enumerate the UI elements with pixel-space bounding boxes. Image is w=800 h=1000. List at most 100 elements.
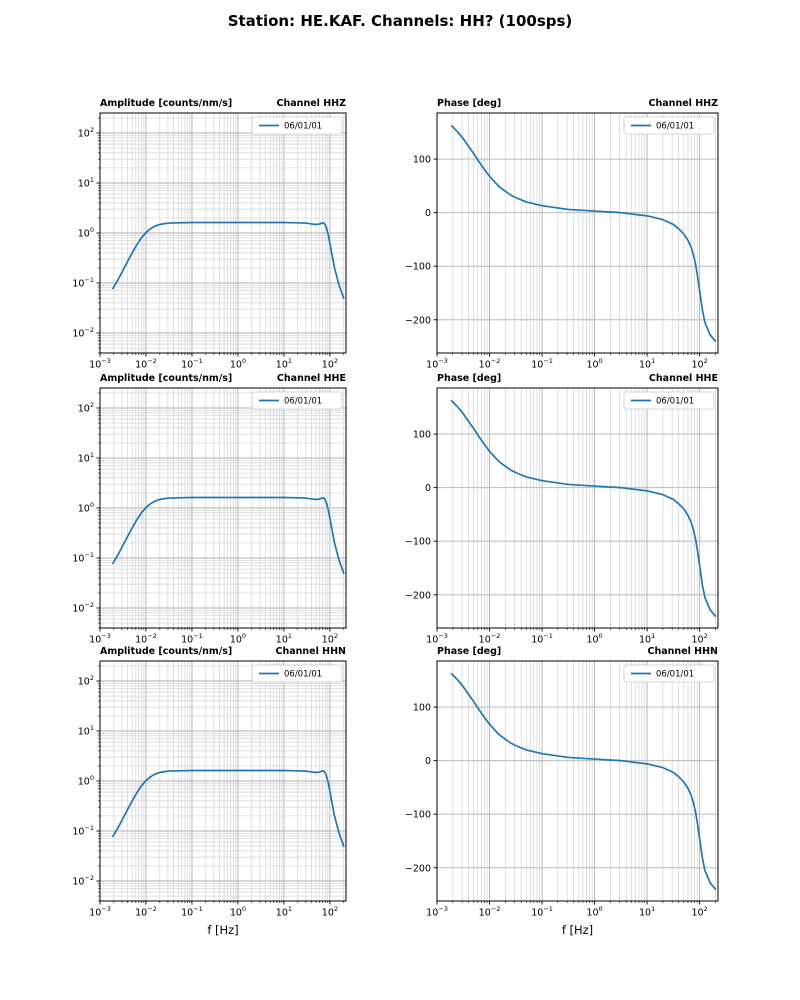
x-tick-label: 10−2 — [479, 632, 501, 646]
response-curve — [450, 673, 717, 891]
legend: 06/01/01 — [623, 664, 715, 683]
y-tick-label: 0 — [425, 483, 431, 494]
x-tick-label: 10−1 — [181, 357, 203, 371]
x-tick-label: 100 — [230, 905, 246, 919]
y-tick-label: 100 — [78, 501, 94, 515]
axes-title-right: Channel HHE — [649, 373, 718, 384]
x-tick-label: 10−3 — [89, 632, 111, 646]
x-tick-label: 10−2 — [479, 905, 501, 919]
figure-title: Station: HE.KAF. Channels: HH? (100sps) — [227, 12, 573, 30]
y-tick-label: 100 — [78, 226, 94, 240]
response-curve — [450, 125, 717, 343]
x-tick-label: 101 — [639, 357, 655, 371]
subplot-amplitude-hhe: 10−3 10−2 10−1 100 101 102 10−2 10−1 100 101 102 Am… — [72, 373, 347, 646]
y-tick-label: 0 — [425, 756, 431, 767]
y-tick-label: 102 — [78, 126, 94, 140]
response-curve — [112, 769, 345, 847]
axes-title-left: Amplitude [counts/nm/s] — [100, 373, 232, 384]
axes-title-right: Channel HHN — [647, 646, 718, 657]
axes-title-left: Amplitude [counts/nm/s] — [100, 646, 232, 657]
subplot-phase-hhe: 10−3 10−2 10−1 100 101 102 −200 −100 0 100 Phase [… — [405, 373, 719, 646]
x-tick-label: 102 — [691, 357, 707, 371]
x-tick-label: 10−2 — [479, 357, 501, 371]
grid — [436, 661, 718, 901]
x-tick-label: 100 — [230, 357, 246, 371]
y-tick-label: 10−2 — [72, 874, 94, 888]
y-tick-label: −100 — [405, 262, 431, 273]
axes-title-left: Amplitude [counts/nm/s] — [100, 98, 232, 109]
y-tick-label: 100 — [78, 774, 94, 788]
x-tick-label: 10−1 — [181, 632, 203, 646]
axes-title-left: Phase [deg] — [437, 98, 501, 109]
x-tick-label: 102 — [691, 905, 707, 919]
axes-title-right: Channel HHN — [275, 646, 346, 657]
y-tick-label: 10−1 — [72, 824, 94, 838]
y-tick-label: 10−2 — [72, 601, 94, 615]
x-tick-label: 10−1 — [181, 905, 203, 919]
x-tick-label: 100 — [586, 905, 602, 919]
y-tick-label: −100 — [405, 810, 431, 821]
x-tick-label: 100 — [586, 357, 602, 371]
legend: 06/01/01 — [251, 664, 343, 683]
axes-frame — [436, 660, 719, 902]
x-tick-label: 10−3 — [89, 357, 111, 371]
y-tick-label: −200 — [405, 315, 431, 326]
y-tick-label: 10−1 — [72, 551, 94, 565]
y-tick-label: 101 — [78, 176, 94, 190]
y-tick-label: 100 — [413, 155, 431, 166]
x-tick-label: 10−1 — [531, 632, 553, 646]
y-tick-label: 100 — [413, 703, 431, 714]
axes-title-right: Channel HHZ — [649, 98, 719, 109]
response-curve — [112, 221, 345, 299]
legend-label: 06/01/01 — [656, 670, 694, 680]
subplot-phase-hhz: 10−3 10−2 10−1 100 101 102 −200 −100 0 100 Phase [… — [405, 98, 719, 371]
x-tick-label: 102 — [322, 357, 338, 371]
legend-label: 06/01/01 — [284, 397, 322, 407]
grid — [436, 113, 718, 353]
x-tick-label: 10−3 — [426, 357, 448, 371]
x-axis-label: f [Hz] — [207, 923, 238, 937]
grid — [99, 113, 346, 354]
y-tick-label: −100 — [405, 537, 431, 548]
ticks: 10−3 10−2 10−1 100 101 102 10−2 10−1 100 101 102 — [72, 117, 345, 371]
axes-title-left: Phase [deg] — [437, 373, 501, 384]
x-tick-label: 10−2 — [135, 905, 157, 919]
y-tick-label: 100 — [413, 430, 431, 441]
ticks: 10−3 10−2 10−1 100 101 102 −200 −100 0 100 — [405, 703, 716, 919]
x-tick-label: 10−1 — [531, 357, 553, 371]
y-tick-label: −200 — [405, 863, 431, 874]
legend: 06/01/01 — [623, 391, 715, 410]
x-tick-label: 102 — [691, 632, 707, 646]
response-curve — [112, 496, 345, 574]
ticks: 10−3 10−2 10−1 100 101 102 −200 −100 0 100 — [405, 155, 716, 371]
subplot-amplitude-hhz: 10−3 10−2 10−1 100 101 102 10−2 10−1 100 101 102 Am… — [72, 98, 347, 371]
legend: 06/01/01 — [623, 116, 715, 135]
legend: 06/01/01 — [251, 116, 343, 135]
ticks: 10−3 10−2 10−1 100 101 102 −200 −100 0 100 — [405, 430, 716, 646]
x-tick-label: 10−3 — [89, 905, 111, 919]
response-curve — [450, 400, 717, 618]
x-tick-label: 101 — [639, 905, 655, 919]
grid — [99, 661, 346, 902]
legend-label: 06/01/01 — [284, 122, 322, 132]
legend-label: 06/01/01 — [284, 670, 322, 680]
x-axis-label: f [Hz] — [562, 923, 593, 937]
ticks: 10−3 10−2 10−1 100 101 102 10−2 10−1 100 101 102 — [72, 392, 345, 646]
grid — [99, 388, 346, 629]
x-tick-label: 100 — [230, 632, 246, 646]
x-tick-label: 10−2 — [135, 632, 157, 646]
x-tick-label: 102 — [322, 632, 338, 646]
axes-title-right: Channel HHZ — [277, 98, 347, 109]
legend: 06/01/01 — [251, 391, 343, 410]
x-tick-label: 10−3 — [426, 905, 448, 919]
axes-frame — [436, 112, 719, 354]
x-tick-label: 101 — [639, 632, 655, 646]
legend-label: 06/01/01 — [656, 397, 694, 407]
y-tick-label: 10−2 — [72, 326, 94, 340]
subplot-amplitude-hhn: 10−3 10−2 10−1 100 101 102 10−2 10−1 100 101 102 Am… — [72, 646, 347, 919]
x-tick-label: 100 — [586, 632, 602, 646]
x-tick-label: 101 — [276, 632, 292, 646]
legend-label: 06/01/01 — [656, 122, 694, 132]
